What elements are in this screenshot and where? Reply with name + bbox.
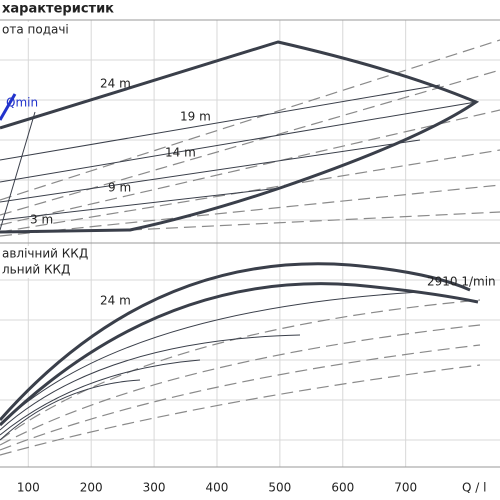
panel-label: авлічний ККД <box>2 247 88 261</box>
annotation: 24 m <box>100 77 131 91</box>
qmin-line <box>0 93 17 121</box>
annotation: 24 m <box>100 294 131 308</box>
x-tick-label: 300 <box>143 481 166 495</box>
x-tick-label: 400 <box>206 481 229 495</box>
chart-title: характеристик <box>2 2 114 17</box>
label-box <box>0 246 84 278</box>
annotation: 19 m <box>180 110 211 124</box>
x-axis-label: Q / l <box>462 481 486 495</box>
annotation: 14 m <box>165 146 196 160</box>
x-tick-label: 100 <box>17 481 40 495</box>
label-box <box>0 22 62 38</box>
x-tick-label: 500 <box>268 481 291 495</box>
annotation: 2910 1/min <box>427 275 496 289</box>
annotation: 9 m <box>108 181 131 195</box>
panel-label: ота подачі <box>2 23 69 37</box>
x-tick-label: 700 <box>394 481 417 495</box>
x-tick-label: 600 <box>331 481 354 495</box>
bottom-curves <box>0 262 481 456</box>
panel-label: льний ККД <box>2 263 70 277</box>
x-tick-label: 200 <box>80 481 103 495</box>
annotation: 3 m <box>30 213 53 227</box>
annotation: Qmin <box>6 96 38 110</box>
top-curves <box>0 39 500 237</box>
